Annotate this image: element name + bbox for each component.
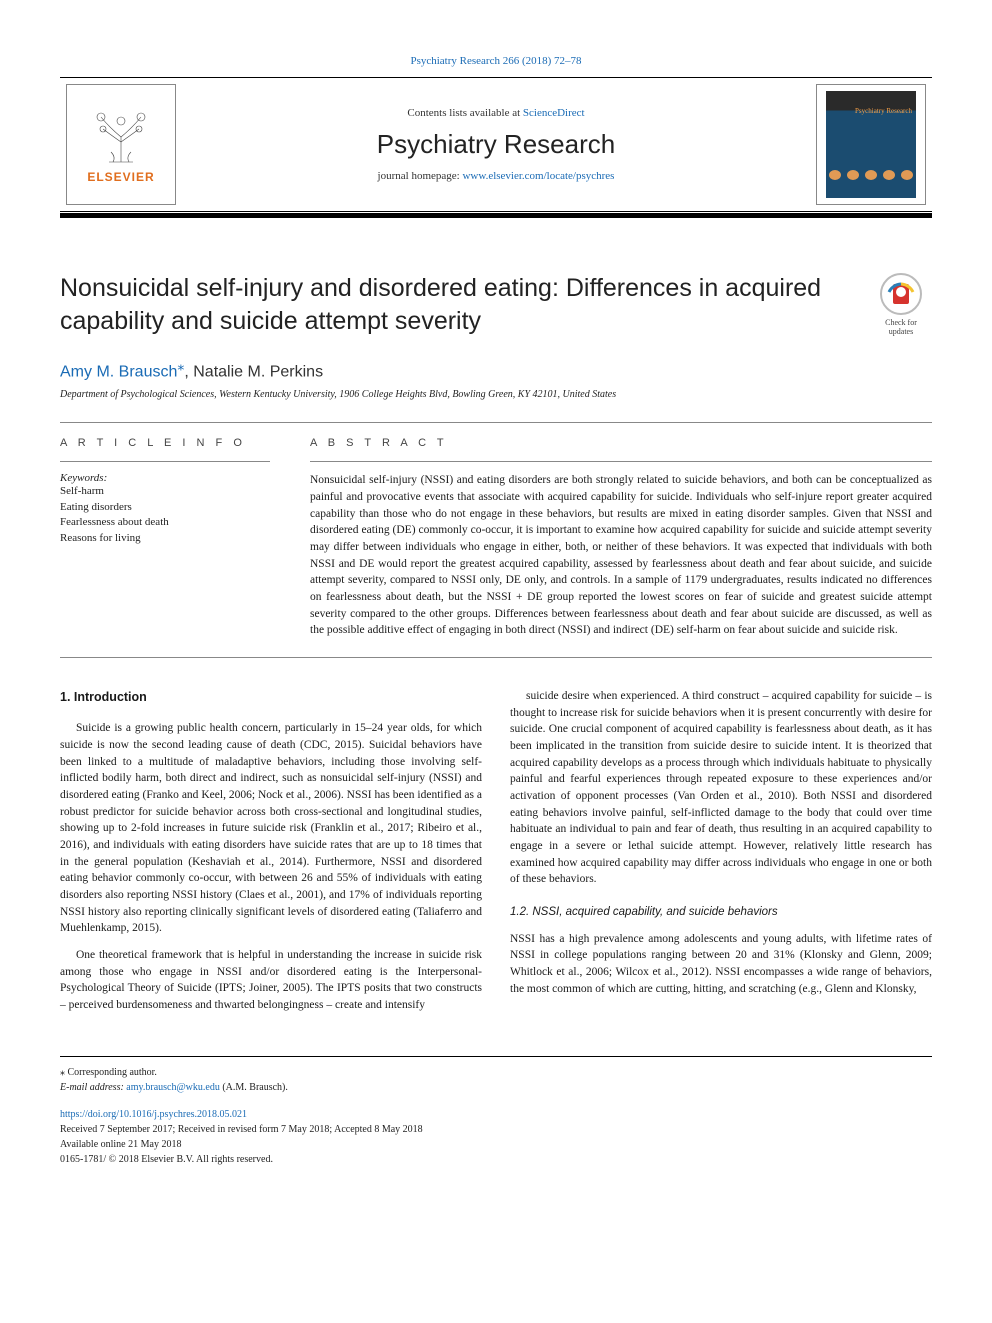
article-info-heading: A R T I C L E I N F O bbox=[60, 437, 270, 449]
keyword: Reasons for living bbox=[60, 531, 270, 546]
corresponding-email-link[interactable]: amy.brausch@wku.edu bbox=[126, 1082, 220, 1093]
corresponding-author-note: ⁎ Corresponding author. bbox=[60, 1065, 932, 1080]
keyword: Eating disorders bbox=[60, 500, 270, 515]
publisher-wordmark: ELSEVIER bbox=[87, 170, 154, 184]
email-label: E-mail address: bbox=[60, 1082, 126, 1093]
article-body: 1. Introduction Suicide is a growing pub… bbox=[60, 688, 932, 1015]
affiliation: Department of Psychological Sciences, We… bbox=[60, 389, 932, 400]
copyright-line: 0165-1781/ © 2018 Elsevier B.V. All righ… bbox=[60, 1152, 932, 1167]
section-heading-1-2: 1.2. NSSI, acquired capability, and suic… bbox=[510, 904, 932, 921]
publisher-logo: ELSEVIER bbox=[66, 84, 176, 205]
sciencedirect-link[interactable]: ScienceDirect bbox=[523, 107, 585, 119]
body-paragraph: One theoretical framework that is helpfu… bbox=[60, 947, 482, 1014]
received-dates: Received 7 September 2017; Received in r… bbox=[60, 1122, 932, 1137]
doi-link[interactable]: https://doi.org/10.1016/j.psychres.2018.… bbox=[60, 1109, 247, 1120]
contents-prefix: Contents lists available at bbox=[407, 107, 522, 119]
keywords-label: Keywords: bbox=[60, 472, 270, 484]
crossmark-label-top: Check for bbox=[885, 318, 917, 327]
author-2: Natalie M. Perkins bbox=[193, 363, 323, 380]
homepage-prefix: journal homepage: bbox=[378, 170, 463, 182]
author-list: Amy M. Brausch⁎, Natalie M. Perkins bbox=[60, 357, 932, 381]
body-paragraph: suicide desire when experienced. A third… bbox=[510, 688, 932, 888]
body-paragraph: NSSI has a high prevalence among adolesc… bbox=[510, 931, 932, 998]
running-citation-link[interactable]: Psychiatry Research 266 (2018) 72–78 bbox=[410, 55, 581, 67]
corresponding-mark[interactable]: ⁎ bbox=[177, 357, 184, 373]
keywords-list: Self-harm Eating disorders Fearlessness … bbox=[60, 484, 270, 546]
cover-thumb-title: Psychiatry Research bbox=[855, 107, 912, 115]
available-online: Available online 21 May 2018 bbox=[60, 1137, 932, 1152]
journal-homepage-line: journal homepage: www.elsevier.com/locat… bbox=[378, 170, 615, 182]
abstract-heading: A B S T R A C T bbox=[310, 437, 932, 449]
keyword: Fearlessness about death bbox=[60, 515, 270, 530]
elsevier-tree-icon bbox=[91, 106, 151, 166]
crossmark-badge[interactable]: Check forupdates bbox=[870, 272, 932, 336]
abstract-text: Nonsuicidal self-injury (NSSI) and eatin… bbox=[310, 472, 932, 639]
email-attribution: (A.M. Brausch). bbox=[220, 1082, 288, 1093]
journal-homepage-link[interactable]: www.elsevier.com/locate/psychres bbox=[462, 170, 614, 182]
journal-masthead: ELSEVIER Contents lists available at Sci… bbox=[60, 77, 932, 212]
crossmark-label-bottom: updates bbox=[889, 327, 913, 336]
section-heading-1: 1. Introduction bbox=[60, 688, 482, 706]
keyword: Self-harm bbox=[60, 484, 270, 499]
article-title: Nonsuicidal self-injury and disordered e… bbox=[60, 272, 840, 337]
running-citation: Psychiatry Research 266 (2018) 72–78 bbox=[60, 55, 932, 67]
journal-name: Psychiatry Research bbox=[377, 129, 615, 160]
contents-available-line: Contents lists available at ScienceDirec… bbox=[407, 107, 584, 119]
page-footer: ⁎ Corresponding author. E-mail address: … bbox=[60, 1056, 932, 1167]
body-paragraph: Suicide is a growing public health conce… bbox=[60, 720, 482, 937]
email-line: E-mail address: amy.brausch@wku.edu (A.M… bbox=[60, 1080, 932, 1095]
author-1[interactable]: Amy M. Brausch bbox=[60, 363, 177, 380]
journal-cover-thumb: Psychiatry Research bbox=[816, 84, 926, 205]
